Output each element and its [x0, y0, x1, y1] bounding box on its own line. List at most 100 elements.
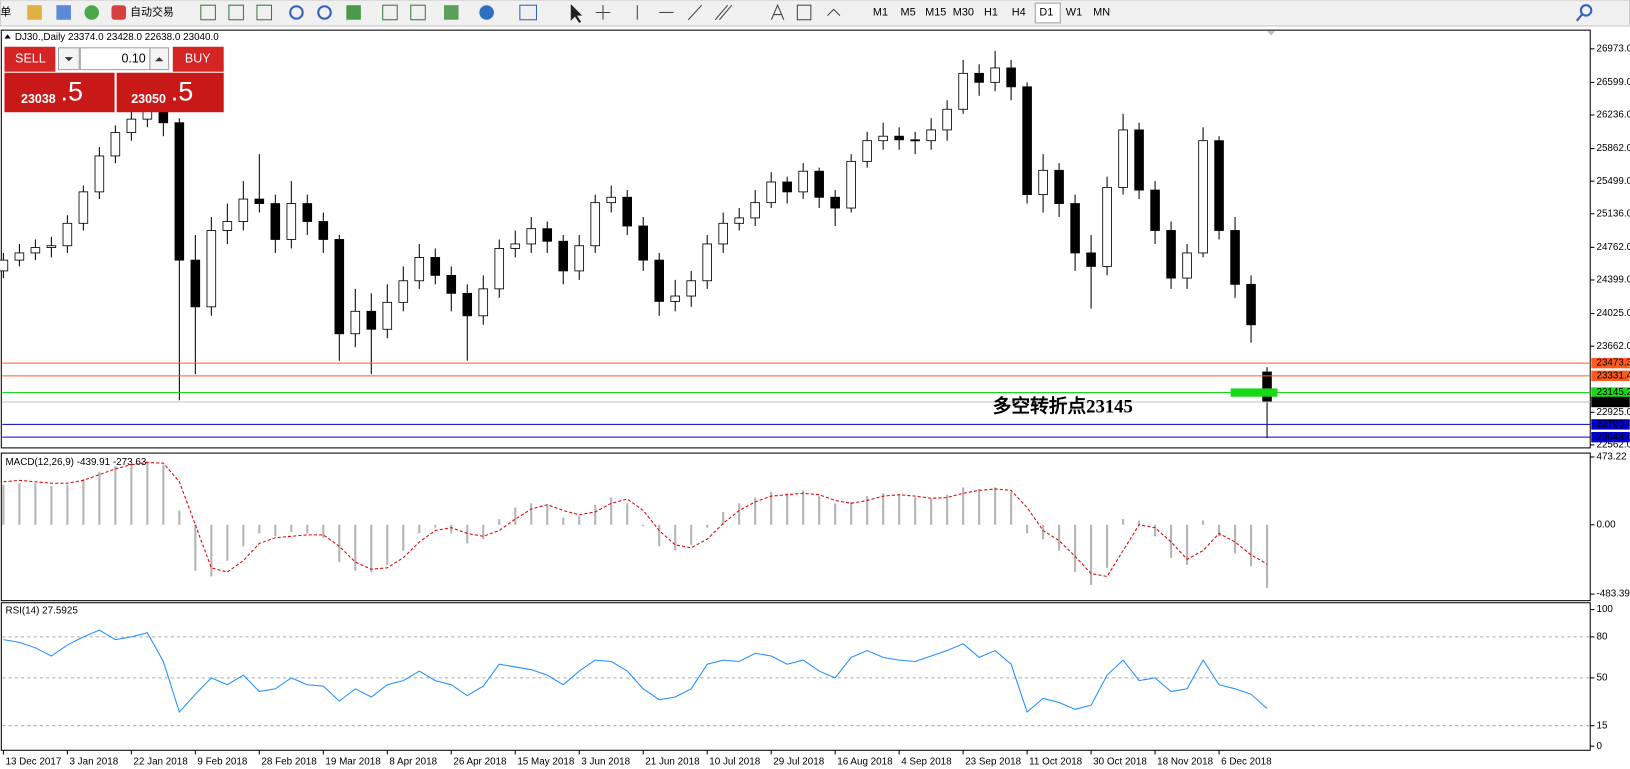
candle-body — [1262, 371, 1272, 403]
timeframe[interactable]: M5 — [901, 6, 916, 18]
search-icon-handle[interactable] — [1575, 13, 1583, 22]
buy-price[interactable]: 23050 — [131, 92, 166, 106]
buy-pip[interactable]: .5 — [171, 77, 194, 107]
candle-body — [14, 252, 25, 261]
macd-bar — [178, 510, 181, 525]
macd-bar — [610, 497, 613, 525]
candle-body — [430, 257, 441, 276]
icon[interactable] — [519, 4, 538, 21]
macd-bar — [1026, 524, 1029, 534]
level-label: 23331.4 — [1596, 370, 1630, 381]
macd-bar — [530, 503, 533, 525]
buy-price-box[interactable] — [116, 72, 224, 113]
macd-bar — [706, 524, 709, 528]
trendline-tool[interactable] — [687, 4, 703, 21]
macd-bar — [786, 493, 789, 525]
panel-title: DJ30.,Daily 23374.0 23428.0 22638.0 2304… — [15, 32, 219, 43]
candle-body — [846, 160, 856, 209]
timeframe[interactable]: M15 — [925, 6, 946, 18]
icon[interactable] — [27, 5, 42, 20]
level-label: 22648.6 — [1596, 432, 1630, 443]
sell-price-box[interactable] — [4, 72, 115, 113]
timeframe[interactable]: M1 — [873, 6, 888, 18]
sell-label[interactable]: SELL — [15, 52, 46, 66]
x-tick-label: 9 Feb 2018 — [197, 756, 247, 767]
macd-bar — [1090, 524, 1093, 586]
candle-body — [814, 170, 824, 198]
candle-body — [686, 280, 696, 297]
zoom-in[interactable] — [289, 5, 304, 20]
annotation: 多空转折点23145 — [993, 395, 1133, 417]
sell-pip[interactable]: .5 — [61, 77, 84, 107]
macd-panel-frame — [0, 452, 1591, 602]
candle-body — [974, 72, 984, 83]
level-label: 23145.2 — [1596, 387, 1630, 398]
panel-title: RSI(14) 27.5925 — [5, 606, 78, 617]
timeframe[interactable]: D1 — [1039, 6, 1053, 18]
timeframe[interactable]: W1 — [1066, 6, 1082, 18]
auto-trade-icon[interactable] — [111, 5, 127, 20]
search-icon[interactable] — [1579, 4, 1593, 17]
arrows-tool[interactable] — [827, 8, 841, 16]
zoom-out[interactable] — [317, 5, 332, 20]
candle-body — [222, 221, 233, 231]
macd-bar — [114, 466, 117, 525]
macd-bar — [498, 519, 501, 525]
macd-bar — [658, 524, 661, 547]
y-tick-label: 0.00 — [1596, 519, 1616, 530]
candle-body — [1214, 140, 1224, 231]
cursor-tool[interactable] — [570, 4, 583, 23]
icon[interactable] — [382, 4, 398, 21]
candle-body — [94, 155, 105, 193]
icon[interactable] — [346, 5, 361, 20]
icon[interactable] — [256, 4, 273, 21]
crosshair-tool[interactable] — [595, 5, 611, 20]
macd-bar — [338, 524, 341, 563]
candle-body — [542, 228, 553, 242]
candle-body — [1246, 283, 1256, 326]
x-tick-label: 8 Apr 2018 — [389, 756, 437, 767]
candle-body — [1022, 86, 1032, 195]
icon[interactable] — [444, 5, 459, 20]
macd-bar — [1202, 520, 1205, 525]
icon[interactable] — [228, 4, 244, 21]
candle-body — [46, 245, 57, 248]
y-tick-label: 473.22 — [1596, 452, 1626, 463]
timeframe[interactable]: H4 — [1012, 6, 1026, 18]
buy-label[interactable]: BUY — [185, 52, 211, 66]
sell-button[interactable] — [4, 46, 56, 72]
icon[interactable] — [56, 5, 71, 20]
macd-bar — [914, 497, 917, 525]
timeframe-selected — [1034, 2, 1061, 24]
macd-bar — [450, 524, 453, 534]
candle-body — [958, 72, 968, 110]
level-label-bg — [1591, 419, 1630, 430]
menu-fragment[interactable]: 单 — [0, 5, 11, 18]
x-tick-label: 4 Sep 2018 — [901, 756, 952, 767]
timeframe[interactable]: H1 — [984, 6, 998, 18]
candle-body — [286, 203, 297, 240]
candle-body — [318, 221, 329, 240]
auto-trade[interactable]: 自动交易 — [130, 4, 174, 18]
label-tool[interactable] — [796, 4, 812, 21]
buy-button[interactable] — [172, 46, 224, 72]
icon[interactable] — [200, 4, 216, 21]
macd-bar — [258, 524, 261, 534]
candle-body — [798, 170, 808, 193]
sell-price[interactable]: 23038 — [21, 92, 56, 106]
channel-tool[interactable] — [714, 4, 733, 21]
timeframe[interactable]: M30 — [953, 6, 974, 18]
icon[interactable] — [479, 5, 494, 20]
icon[interactable] — [410, 4, 426, 21]
timeframe[interactable]: MN — [1093, 6, 1110, 18]
signal-line — [3, 461, 1268, 577]
lot-value[interactable]: 0.10 — [121, 52, 145, 66]
candle-body — [302, 203, 313, 222]
candle-body — [654, 259, 664, 302]
icon[interactable] — [84, 5, 99, 20]
macd-bar — [82, 478, 85, 525]
candle-body — [1182, 252, 1192, 279]
text-tool[interactable] — [770, 3, 785, 20]
macd-bar — [818, 496, 821, 525]
